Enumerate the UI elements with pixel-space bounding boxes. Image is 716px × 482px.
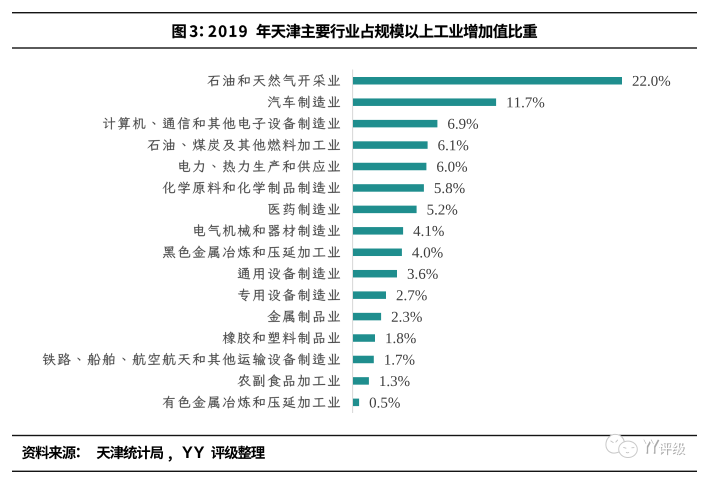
svg-text:YY: YY [182,444,205,462]
